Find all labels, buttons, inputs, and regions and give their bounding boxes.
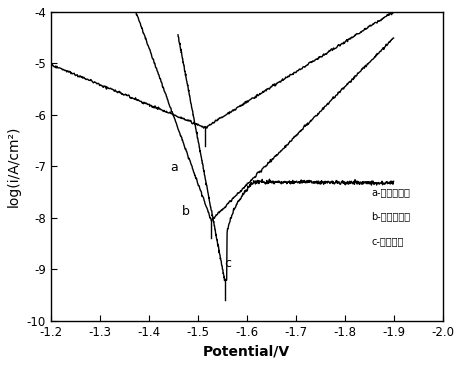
Text: c-复合涂层: c-复合涂层 xyxy=(372,236,404,246)
Text: a-镜合金基体: a-镜合金基体 xyxy=(372,187,410,197)
Text: c: c xyxy=(225,257,231,270)
Text: b: b xyxy=(182,205,190,218)
Text: a: a xyxy=(171,161,178,174)
Text: b-微弧氧化膜: b-微弧氧化膜 xyxy=(372,212,411,222)
Y-axis label: log(i/A/cm²): log(i/A/cm²) xyxy=(7,126,21,207)
X-axis label: Potential/V: Potential/V xyxy=(203,344,290,358)
